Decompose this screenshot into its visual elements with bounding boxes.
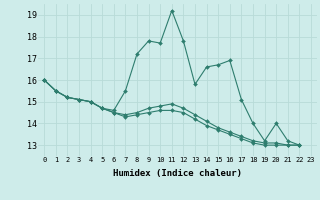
X-axis label: Humidex (Indice chaleur): Humidex (Indice chaleur)	[113, 169, 242, 178]
